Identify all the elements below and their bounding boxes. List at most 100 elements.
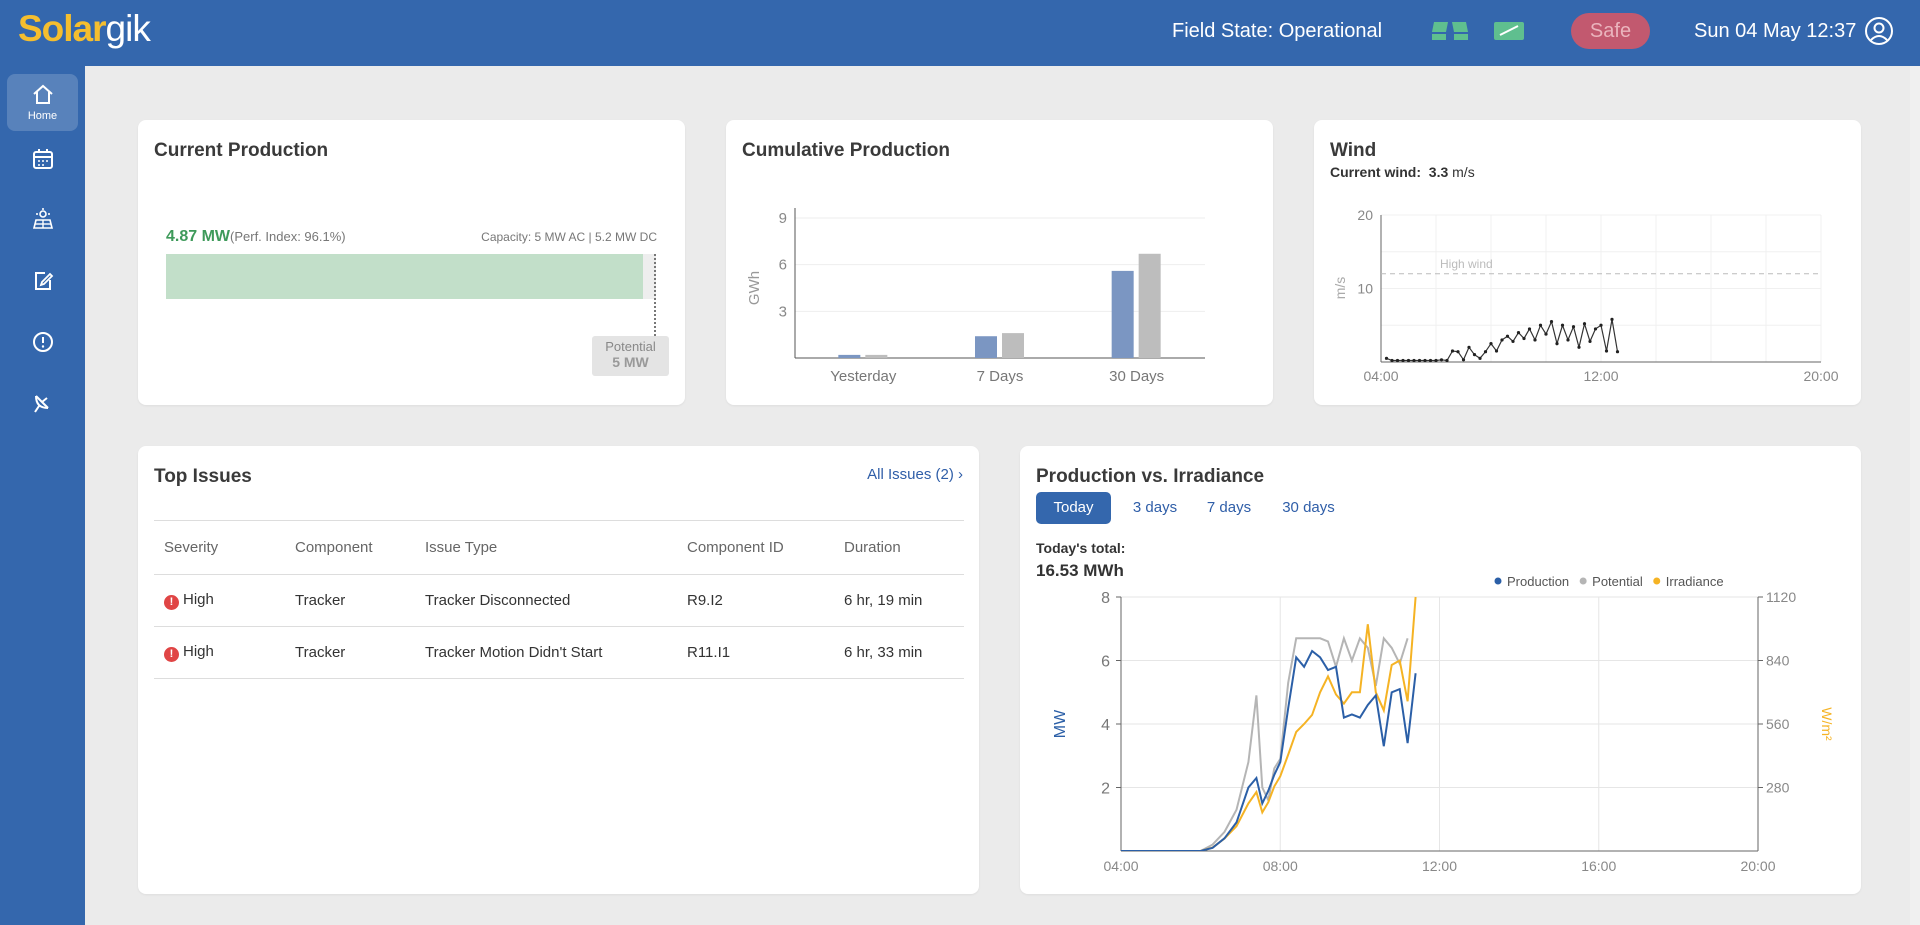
y-tick-label: 6 — [1101, 654, 1110, 671]
page-scrollbar[interactable] — [1910, 66, 1920, 925]
y-tick-label: 20 — [1357, 207, 1373, 223]
tab-3-days[interactable]: 3 days — [1132, 499, 1178, 516]
wind-point — [1472, 353, 1477, 357]
component-cell: Tracker — [285, 626, 415, 679]
sidebar-item-notes[interactable] — [7, 252, 78, 309]
tab-today[interactable]: Today — [1036, 492, 1111, 524]
component-id-cell: R11.I1 — [677, 626, 834, 679]
top-header: Solargik Field State: Operational Safe S… — [0, 0, 1920, 66]
sidebar-item-comms[interactable] — [7, 374, 78, 431]
wind-card: Wind Current wind: 3.3 m/s 10 20 m/s 04:00 1… — [1314, 120, 1861, 405]
x-tick-label: 04:00 — [1103, 858, 1138, 874]
current-wind-value: 3.3 — [1428, 164, 1449, 180]
high-wind-label: High wind — [1440, 257, 1493, 271]
legend-marker — [1653, 577, 1661, 585]
y2-tick-label: 1120 — [1766, 589, 1796, 605]
wind-title: Wind — [1330, 140, 1377, 161]
col-component[interactable]: Component — [285, 520, 415, 575]
issue-type-cell: Tracker Motion Didn't Start — [415, 626, 677, 679]
wind-point — [1511, 339, 1515, 344]
production-irradiance-chart: 2 4 6 8 280 560 840 1120 04:00 08:00 12:00 16:00 20:… — [1052, 574, 1835, 874]
sidebar-item-alerts[interactable] — [7, 313, 78, 370]
wind-point — [1555, 342, 1559, 346]
sidebar-item-home[interactable]: Home — [7, 74, 78, 131]
current-production-card: Current Production 4.87 MW(Perf. Index: … — [138, 120, 685, 405]
cumulative-bar-chart: 3 6 9 GWh Yesterday 7 Days 30 Days — [746, 208, 1205, 385]
legend-label: Irradiance — [1666, 574, 1724, 589]
y2-axis-label: W/m² — [1819, 707, 1835, 741]
tab-30-days[interactable]: 30 days — [1282, 499, 1335, 516]
potential-marker-line — [654, 254, 656, 336]
wind-point — [1494, 349, 1499, 353]
bar — [1002, 333, 1024, 358]
y-axis-label: MW — [1052, 709, 1069, 738]
wind-point — [1571, 325, 1576, 329]
wind-point — [1401, 358, 1405, 363]
severity-cell: ! High — [154, 574, 285, 627]
wind-point — [1467, 345, 1471, 349]
series-line-potential — [1121, 635, 1409, 851]
production-bar-fill — [166, 254, 644, 299]
col-issue-type[interactable]: Issue Type — [415, 520, 677, 575]
duration-cell: 6 hr, 19 min — [834, 574, 964, 627]
left-sidebar: Home — [0, 66, 85, 925]
wind-point — [1434, 358, 1438, 363]
y-axis-label: GWh — [746, 271, 763, 305]
safe-status-pill[interactable]: Safe — [1571, 13, 1650, 49]
today-total-value: 16.53 MWh — [1036, 561, 1124, 580]
y2-tick-label: 560 — [1766, 716, 1790, 732]
wind-point — [1566, 338, 1570, 342]
sidebar-item-calendar[interactable] — [7, 130, 78, 187]
wind-point — [1450, 349, 1455, 353]
wind-point — [1384, 356, 1389, 360]
wind-point — [1489, 342, 1493, 346]
legend-label: Production — [1507, 574, 1569, 589]
header-datetime: Sun 04 May 12:37 — [1694, 20, 1857, 42]
table-row[interactable]: ! High Tracker Tracker Disconnected R9.I2… — [154, 574, 964, 627]
wind-point — [1505, 334, 1510, 338]
col-component-id[interactable]: Component ID — [677, 520, 834, 575]
potential-box: Potential 5 MW — [592, 336, 669, 376]
wind-point — [1478, 356, 1482, 360]
wind-point — [1500, 338, 1504, 342]
y2-tick-label: 840 — [1766, 653, 1790, 669]
panel-status-icon[interactable] — [1490, 18, 1530, 44]
wind-point — [1549, 319, 1554, 324]
all-issues-link[interactable]: All Issues (2) › — [867, 466, 963, 483]
user-account-icon[interactable] — [1864, 16, 1894, 46]
severity-cell: ! High — [154, 626, 285, 679]
current-wind-unit: m/s — [1452, 164, 1475, 180]
capacity-label: Capacity: 5 MW AC | 5.2 MW DC — [481, 230, 657, 244]
wind-point — [1615, 350, 1620, 354]
col-severity[interactable]: Severity — [154, 520, 285, 575]
sidebar-item-solar[interactable] — [7, 191, 78, 248]
col-duration[interactable]: Duration — [834, 520, 964, 575]
y-tick-label: 4 — [1101, 717, 1110, 734]
potential-value: 5 MW — [612, 354, 649, 370]
wind-point — [1406, 358, 1411, 363]
solargik-logo[interactable]: Solargik — [18, 8, 151, 50]
severity-text: High — [183, 643, 214, 660]
wind-point — [1544, 332, 1548, 336]
issue-type-cell: Tracker Disconnected — [415, 574, 677, 627]
today-total-label: Today's total: — [1036, 540, 1126, 556]
y-tick-label: 10 — [1357, 281, 1373, 297]
x-tick-label: 12:00 — [1422, 858, 1457, 874]
bar — [975, 336, 997, 358]
table-row[interactable]: ! High Tracker Tracker Motion Didn't Star… — [154, 626, 964, 679]
current-wind: Current wind: 3.3 m/s — [1330, 164, 1475, 180]
current-production-title: Current Production — [154, 140, 329, 161]
wind-point — [1588, 339, 1592, 344]
wind-point — [1423, 358, 1427, 363]
all-issues-label: All Issues (2) — [867, 466, 954, 483]
satellite-dish-icon — [33, 394, 49, 413]
field-state-status: Field State: Operational — [1172, 20, 1383, 42]
trackers-view-icon[interactable] — [1430, 18, 1470, 44]
wind-point — [1439, 358, 1444, 362]
y-tick-label: 8 — [1101, 590, 1110, 607]
wind-point — [1395, 358, 1400, 363]
tab-7-days[interactable]: 7 days — [1206, 499, 1252, 516]
solar-panel-icon — [32, 207, 53, 229]
x-tick-label: 04:00 — [1363, 368, 1398, 384]
x-tick-label: 20:00 — [1803, 368, 1838, 384]
